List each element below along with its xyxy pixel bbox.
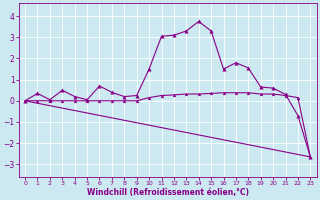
X-axis label: Windchill (Refroidissement éolien,°C): Windchill (Refroidissement éolien,°C) (87, 188, 249, 197)
